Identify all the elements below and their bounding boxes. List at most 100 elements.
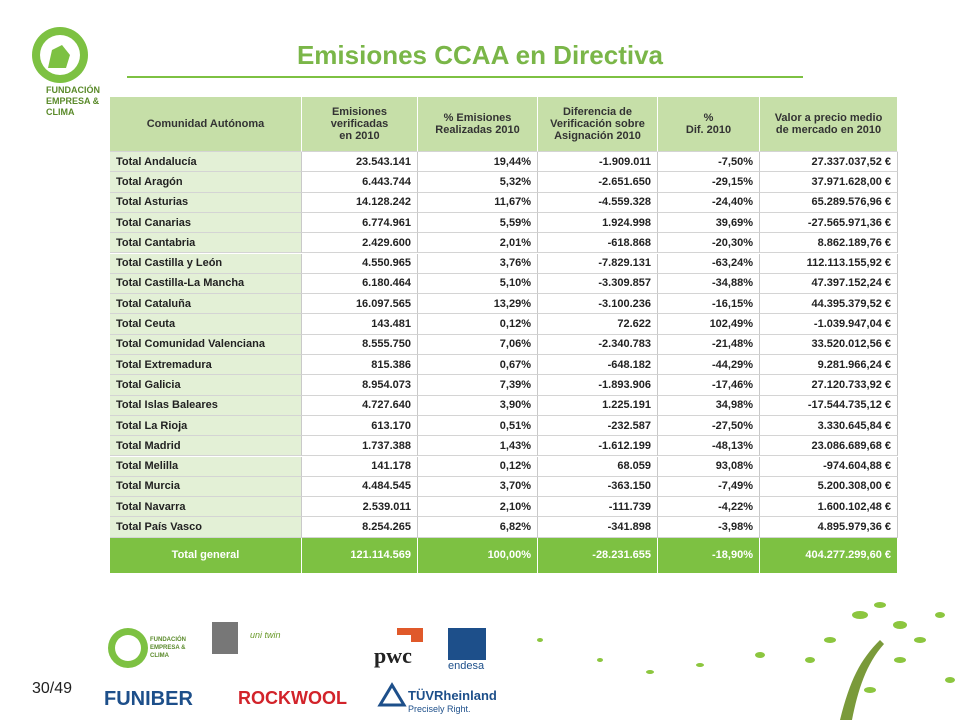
- table-cell: 13,29%: [418, 294, 538, 315]
- table-cell: 6,82%: [418, 517, 538, 538]
- table-cell: Total Castilla-La Mancha: [110, 273, 302, 295]
- table-cell: 4.895.979,36 €: [760, 517, 898, 538]
- table-cell: 4.727.640: [302, 395, 418, 416]
- table-cell: 1.225.191: [538, 395, 658, 416]
- table-cell: 72.622: [538, 314, 658, 335]
- table-cell: Total Aragón: [110, 172, 302, 193]
- table-cell: -27.565.971,36 €: [760, 212, 898, 234]
- table-cell: 33.520.012,56 €: [760, 334, 898, 355]
- table-cell: 23.086.689,68 €: [760, 436, 898, 457]
- table-cell: 2,01%: [418, 233, 538, 254]
- table-cell: Total Extremadura: [110, 355, 302, 376]
- table-cell: 100,00%: [418, 537, 538, 573]
- table-cell: % Dif. 2010: [658, 97, 760, 152]
- table-cell: 16.097.565: [302, 294, 418, 315]
- table-cell: -7,50%: [658, 152, 760, 173]
- table-cell: -3,98%: [658, 517, 760, 538]
- table-cell: 7,39%: [418, 375, 538, 396]
- table-cell: Total Cataluña: [110, 294, 302, 315]
- table-cell: 27.120.733,92 €: [760, 375, 898, 396]
- partner-pwc: pwc: [374, 643, 412, 668]
- table-cell: 5,32%: [418, 172, 538, 193]
- table-cell: Total Comunidad Valenciana: [110, 334, 302, 355]
- logo-line: FUNDACIÓN: [46, 85, 100, 95]
- table-cell: 1.737.388: [302, 436, 418, 457]
- table-cell: 3,76%: [418, 253, 538, 274]
- table-cell: 34,98%: [658, 395, 760, 416]
- table-cell: 8.254.265: [302, 517, 418, 538]
- partner-unitwin: uni twin: [250, 630, 281, 640]
- table-cell: 8.954.073: [302, 375, 418, 396]
- table-cell: Diferencia de Verificación sobre Asignac…: [538, 97, 658, 152]
- table-cell: 37.971.628,00 €: [760, 172, 898, 193]
- table-cell: -2.651.650: [538, 172, 658, 193]
- table-cell: 39,69%: [658, 212, 760, 234]
- table-cell: -63,24%: [658, 253, 760, 274]
- table-cell: -7.829.131: [538, 253, 658, 274]
- logo-line: FUNDACIÓN: [150, 637, 186, 643]
- table-cell: 3,90%: [418, 395, 538, 416]
- table-cell: -27,50%: [658, 415, 760, 437]
- table-cell: 141.178: [302, 456, 418, 477]
- table-cell: Total Madrid: [110, 436, 302, 457]
- table-cell: 8.862.189,76 €: [760, 233, 898, 254]
- table-cell: 19,44%: [418, 152, 538, 173]
- table-cell: Total Castilla y León: [110, 253, 302, 274]
- table-cell: 6.180.464: [302, 273, 418, 295]
- table-cell: 3,70%: [418, 476, 538, 498]
- page-number: 30/49: [32, 680, 73, 697]
- table-cell: Total Murcia: [110, 476, 302, 498]
- table-cell: 44.395.379,52 €: [760, 294, 898, 315]
- table-cell: 0,67%: [418, 355, 538, 376]
- table-cell: -44,29%: [658, 355, 760, 376]
- table-cell: -34,88%: [658, 273, 760, 295]
- table-cell: -21,48%: [658, 334, 760, 355]
- unesco-logo: [212, 622, 238, 654]
- table-cell: 27.337.037,52 €: [760, 152, 898, 173]
- table-cell: Total Islas Baleares: [110, 395, 302, 416]
- table-cell: 0,51%: [418, 415, 538, 437]
- table-cell: 4.550.965: [302, 253, 418, 274]
- table-cell: 102,49%: [658, 314, 760, 335]
- partner-endesa: endesa: [448, 660, 485, 672]
- table-cell: -3.309.857: [538, 273, 658, 295]
- logo-line: EMPRESA &: [150, 645, 186, 651]
- table-cell: 2,10%: [418, 497, 538, 518]
- table-cell: 4.484.545: [302, 476, 418, 498]
- table-cell: 6.774.961: [302, 212, 418, 234]
- table-cell: 8.555.750: [302, 334, 418, 355]
- table-cell: -232.587: [538, 415, 658, 437]
- table-cell: 1,43%: [418, 436, 538, 457]
- table-cell: 1.924.998: [538, 212, 658, 234]
- logo-line: CLIMA: [150, 653, 169, 659]
- partner-funiber: FUNIBER: [104, 688, 193, 710]
- table-cell: -1.039.947,04 €: [760, 314, 898, 335]
- partner-tuv: TÜVRheinland: [408, 688, 497, 703]
- table-cell: -4.559.328: [538, 192, 658, 213]
- tree: [537, 602, 955, 720]
- table-cell: -1.909.011: [538, 152, 658, 173]
- partner-tuv-tag: Precisely Right.: [408, 704, 471, 714]
- table-cell: -18,90%: [658, 537, 760, 573]
- logo-line: CLIMA: [46, 107, 75, 117]
- table-cell: -974.604,88 €: [760, 456, 898, 477]
- table-cell: Total La Rioja: [110, 415, 302, 437]
- table-cell: 68.059: [538, 456, 658, 477]
- table-cell: 23.543.141: [302, 152, 418, 173]
- table-cell: % Emisiones Realizadas 2010: [418, 97, 538, 152]
- table-cell: Total Navarra: [110, 497, 302, 518]
- table-cell: 6.443.744: [302, 172, 418, 193]
- table-cell: 7,06%: [418, 334, 538, 355]
- partner-rockwool: ROCKWOOL: [238, 688, 347, 708]
- table-cell: -29,15%: [658, 172, 760, 193]
- table-cell: Total País Vasco: [110, 517, 302, 538]
- table-cell: -111.739: [538, 497, 658, 518]
- table-cell: 5,59%: [418, 212, 538, 234]
- table-cell: Comunidad Autónoma: [110, 97, 302, 152]
- table-cell: -1.893.906: [538, 375, 658, 396]
- pwc-logo: [397, 628, 423, 642]
- table-cell: 613.170: [302, 415, 418, 437]
- table-cell: 9.281.966,24 €: [760, 355, 898, 376]
- table-cell: Total Melilla: [110, 456, 302, 477]
